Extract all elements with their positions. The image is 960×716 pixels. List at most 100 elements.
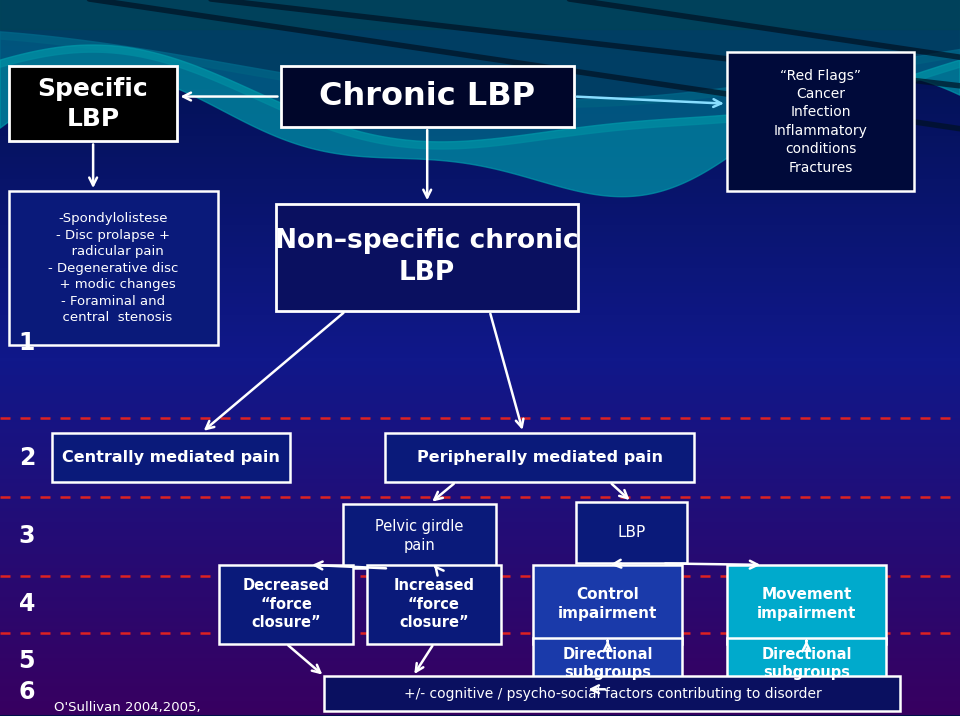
Bar — [0, 222, 960, 226]
Bar — [0, 18, 960, 21]
Bar — [0, 82, 960, 86]
Bar — [0, 386, 960, 390]
Bar — [0, 425, 960, 429]
Bar — [0, 683, 960, 687]
Bar — [0, 619, 960, 622]
Bar — [0, 443, 960, 447]
Bar — [0, 526, 960, 529]
Bar — [0, 275, 960, 279]
Bar — [0, 354, 960, 357]
Bar — [0, 565, 960, 569]
Bar — [0, 343, 960, 347]
Bar — [0, 475, 960, 479]
Bar — [0, 561, 960, 565]
Bar — [219, 565, 353, 644]
Bar — [0, 415, 960, 418]
Bar — [0, 54, 960, 57]
Bar — [0, 254, 960, 258]
Bar — [0, 472, 960, 475]
Bar — [0, 211, 960, 215]
Text: Peripherally mediated pain: Peripherally mediated pain — [417, 450, 662, 465]
Bar — [0, 336, 960, 339]
Bar — [0, 404, 960, 407]
Bar — [0, 271, 960, 275]
Bar — [0, 508, 960, 511]
Text: 5: 5 — [18, 649, 36, 673]
Bar — [0, 168, 960, 172]
Bar — [0, 36, 960, 39]
Bar — [0, 540, 960, 543]
Bar — [0, 143, 960, 147]
Bar — [0, 122, 960, 125]
Bar — [0, 125, 960, 129]
Bar — [0, 233, 960, 236]
Bar — [0, 307, 960, 311]
Text: 1: 1 — [18, 332, 36, 355]
Text: +/- cognitive / psycho-social factors contributing to disorder: +/- cognitive / psycho-social factors co… — [403, 687, 822, 700]
Bar — [0, 518, 960, 522]
Bar — [0, 458, 960, 461]
Bar — [0, 450, 960, 454]
Bar — [0, 64, 960, 68]
Bar — [0, 654, 960, 658]
Bar — [0, 375, 960, 379]
Bar — [0, 440, 960, 443]
Bar — [0, 694, 960, 697]
Text: LBP: LBP — [617, 525, 646, 540]
Bar — [0, 679, 960, 683]
Bar — [0, 111, 960, 115]
Bar — [0, 11, 960, 14]
Bar — [0, 511, 960, 515]
Bar — [0, 229, 960, 233]
Bar — [0, 268, 960, 271]
Bar — [0, 382, 960, 386]
Text: Chronic LBP: Chronic LBP — [319, 81, 536, 112]
Bar — [0, 364, 960, 368]
Bar — [9, 191, 218, 345]
Bar — [0, 165, 960, 168]
Bar — [0, 594, 960, 597]
Text: 6: 6 — [18, 680, 36, 704]
Bar — [0, 29, 960, 32]
Bar — [0, 479, 960, 483]
Bar — [0, 647, 960, 651]
Bar — [0, 697, 960, 701]
Text: Increased
“force
closure”: Increased “force closure” — [394, 578, 474, 630]
Text: 4: 4 — [18, 592, 36, 616]
Bar — [0, 32, 960, 36]
Bar — [0, 493, 960, 497]
Bar — [0, 611, 960, 615]
Text: Control
impairment: Control impairment — [558, 587, 658, 621]
Bar — [10, 66, 177, 141]
Bar — [52, 433, 290, 482]
Bar — [0, 708, 960, 712]
Bar — [0, 79, 960, 82]
Bar — [0, 551, 960, 554]
Bar — [0, 368, 960, 372]
Bar — [0, 100, 960, 104]
Bar — [0, 175, 960, 179]
Bar — [576, 503, 687, 563]
Bar — [0, 500, 960, 504]
Bar — [0, 314, 960, 318]
Bar — [0, 411, 960, 415]
Bar — [0, 422, 960, 425]
Bar — [0, 712, 960, 715]
Bar — [0, 497, 960, 500]
Bar — [0, 418, 960, 422]
Bar — [0, 558, 960, 561]
Bar — [0, 361, 960, 364]
Bar — [0, 286, 960, 289]
Bar — [0, 339, 960, 343]
Bar — [728, 52, 914, 191]
Bar — [0, 57, 960, 61]
Bar — [0, 118, 960, 122]
Bar — [0, 21, 960, 25]
Bar — [0, 154, 960, 158]
Text: -Spondylolistese
- Disc prolapse +
  radicular pain
- Degenerative disc
  + modi: -Spondylolistese - Disc prolapse + radic… — [48, 212, 179, 324]
Bar — [0, 554, 960, 558]
Text: Movement
impairment: Movement impairment — [756, 587, 856, 621]
Bar — [280, 66, 573, 127]
Bar — [0, 629, 960, 633]
Bar — [0, 43, 960, 47]
